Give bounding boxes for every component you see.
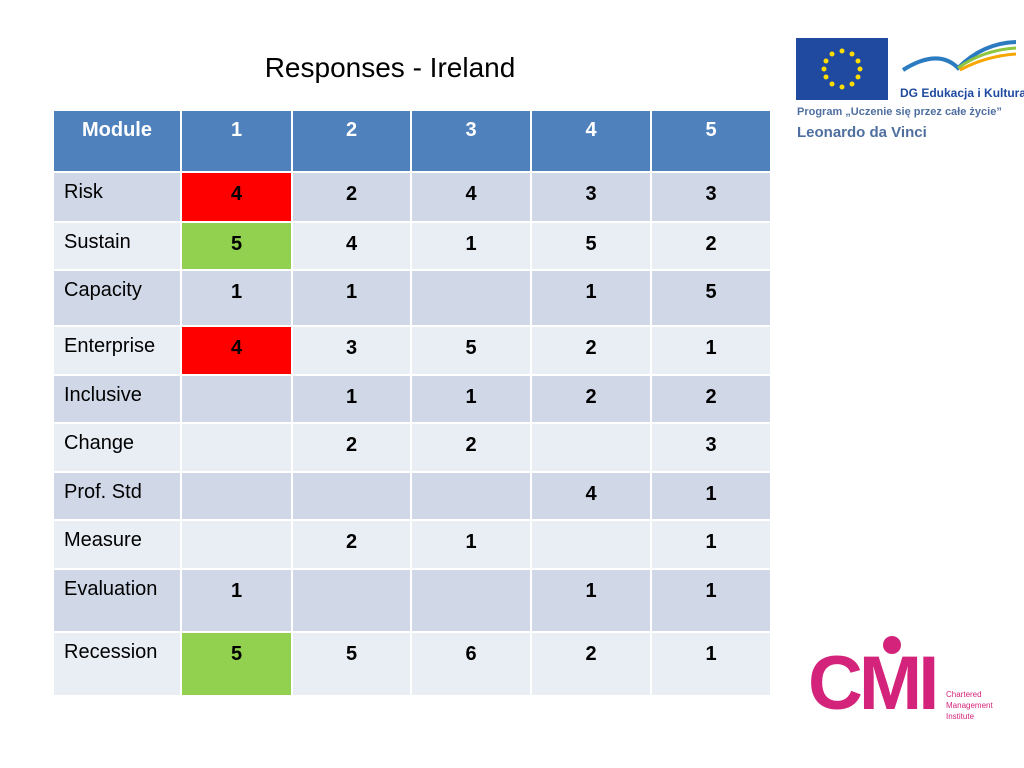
value-cell: 5 [411, 326, 531, 375]
value-cell: 3 [651, 172, 771, 222]
value-cell: 2 [651, 222, 771, 270]
value-cell: 5 [531, 222, 651, 270]
value-cell [531, 520, 651, 569]
cmi-dot [883, 636, 901, 654]
program-text: Program „Uczenie się przez całe życie” [797, 106, 1002, 118]
row-label: Enterprise [53, 326, 181, 375]
row-label: Measure [53, 520, 181, 569]
row-label: Evaluation [53, 569, 181, 632]
value-cell: 2 [292, 172, 411, 222]
value-cell: 4 [181, 172, 292, 222]
header-cell: 2 [292, 110, 411, 172]
value-cell [181, 520, 292, 569]
header-cell: 3 [411, 110, 531, 172]
value-cell: 2 [292, 520, 411, 569]
value-cell: 3 [531, 172, 651, 222]
value-cell: 1 [531, 270, 651, 326]
value-cell: 1 [181, 569, 292, 632]
value-cell: 1 [411, 375, 531, 423]
row-label: Recession [53, 632, 181, 696]
row-label: Inclusive [53, 375, 181, 423]
value-cell: 3 [292, 326, 411, 375]
value-cell: 4 [292, 222, 411, 270]
row-label: Capacity [53, 270, 181, 326]
value-cell: 5 [292, 632, 411, 696]
row-label: Sustain [53, 222, 181, 270]
value-cell: 1 [292, 375, 411, 423]
header-cell: 4 [531, 110, 651, 172]
value-cell: 2 [531, 375, 651, 423]
header-cell: Module [53, 110, 181, 172]
value-cell: 3 [651, 423, 771, 472]
value-cell: 4 [411, 172, 531, 222]
value-cell [292, 569, 411, 632]
cmi-name-3: Institute [946, 712, 975, 721]
value-cell: 5 [181, 632, 292, 696]
value-cell [181, 375, 292, 423]
value-cell [531, 423, 651, 472]
row-label: Prof. Std [53, 472, 181, 520]
value-cell: 1 [651, 569, 771, 632]
row-label: Risk [53, 172, 181, 222]
cmi-logo: CMI [808, 641, 939, 726]
cmi-name-1: Chartered [946, 690, 982, 699]
dg-text: DG Edukacja i Kultura [900, 86, 1024, 100]
value-cell [181, 423, 292, 472]
value-cell: 5 [651, 270, 771, 326]
value-cell: 1 [292, 270, 411, 326]
value-cell: 1 [651, 326, 771, 375]
value-cell: 1 [411, 222, 531, 270]
value-cell: 5 [181, 222, 292, 270]
value-cell: 2 [292, 423, 411, 472]
value-cell: 4 [181, 326, 292, 375]
slide-title: Responses - Ireland [264, 52, 516, 83]
value-cell [411, 569, 531, 632]
header-cell: 5 [651, 110, 771, 172]
value-cell: 2 [651, 375, 771, 423]
eu-flag [796, 38, 888, 100]
cmi-name-2: Management [946, 701, 993, 710]
row-label: Change [53, 423, 181, 472]
value-cell: 2 [531, 326, 651, 375]
value-cell: 1 [411, 520, 531, 569]
header-cell: 1 [181, 110, 292, 172]
value-cell: 4 [531, 472, 651, 520]
value-cell [181, 472, 292, 520]
dg-swoosh [901, 40, 1017, 72]
value-cell [411, 472, 531, 520]
value-cell: 1 [181, 270, 292, 326]
value-cell: 2 [411, 423, 531, 472]
value-cell: 1 [651, 632, 771, 696]
value-cell: 1 [651, 520, 771, 569]
value-cell [292, 472, 411, 520]
value-cell: 2 [531, 632, 651, 696]
leonardo-text: Leonardo da Vinci [797, 124, 927, 141]
value-cell: 1 [531, 569, 651, 632]
value-cell [411, 270, 531, 326]
value-cell: 6 [411, 632, 531, 696]
value-cell: 1 [651, 472, 771, 520]
